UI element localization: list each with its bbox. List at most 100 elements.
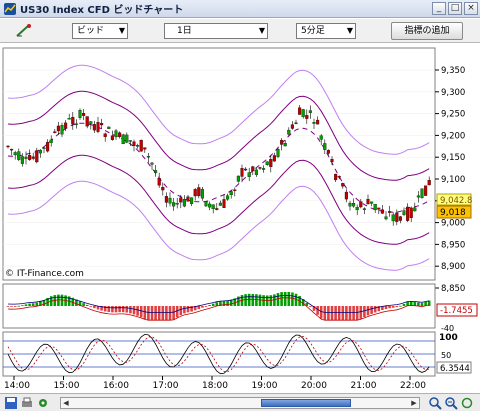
macd-bar [247, 293, 251, 306]
macd-bar [330, 306, 334, 320]
candle-body [136, 145, 140, 147]
price-tick-label: 9,350 [441, 66, 465, 76]
macd-bar [157, 306, 161, 320]
candle-body [236, 175, 240, 182]
candle-body [71, 116, 75, 125]
time-tick-label: 21:00 [351, 381, 377, 391]
chart-area[interactable]: 9,3509,3009,2509,2009,1509,1009,0509,000… [0, 44, 480, 392]
candle-body [53, 131, 57, 134]
minimize-button[interactable]: _ [432, 2, 446, 15]
candle-body [312, 122, 316, 124]
candle-body [380, 209, 384, 214]
zoom-in-icon[interactable] [428, 396, 442, 410]
candle-body [74, 123, 78, 125]
macd-bar [71, 297, 75, 306]
time-axis: 14:00 15:00 16:00 17:00 18:00 19:00 20:00 21:00… [4, 376, 426, 391]
macd-bar [60, 294, 64, 306]
scrollbar-thumb[interactable] [261, 399, 351, 407]
macd-bar [150, 306, 154, 320]
time-tick-label: 17:00 [153, 381, 179, 391]
settings-icon[interactable] [36, 396, 50, 410]
middle-band [7, 122, 430, 213]
price-tag-current [436, 205, 472, 219]
candle-body [298, 107, 302, 115]
scroll-right-icon[interactable]: ▶ [411, 399, 417, 407]
zoom-out-icon[interactable] [444, 396, 458, 410]
macd-bar [35, 302, 39, 306]
time-tick-label: 18:00 [202, 381, 228, 391]
macd-bar [395, 306, 399, 308]
macd-bar [427, 300, 431, 306]
candle-body [20, 156, 24, 164]
macd-bar [352, 306, 355, 320]
macd-bar [363, 306, 366, 318]
save-icon[interactable] [4, 396, 18, 410]
candle-body [6, 145, 10, 148]
stochastic-d-line [7, 336, 430, 373]
macd-bar [132, 306, 136, 315]
macd-bar [417, 302, 420, 306]
candle-body [17, 151, 21, 160]
price-type-select[interactable]: ビッド ▼ [72, 23, 128, 39]
stochastic-axis-top: 100 [439, 333, 458, 343]
candle-body [247, 172, 251, 177]
close-button[interactable]: × [464, 2, 478, 15]
drawing-tool-icon[interactable] [14, 23, 34, 39]
candle-body [204, 201, 208, 207]
candle-body [222, 199, 226, 208]
price-tick-label: 9,300 [441, 88, 465, 98]
macd-bar [258, 294, 262, 306]
candle-body [319, 135, 323, 140]
candle-body [146, 156, 150, 158]
refresh-icon[interactable] [460, 396, 474, 410]
candle-body [348, 202, 352, 207]
time-tick-label: 14:00 [4, 381, 30, 391]
macd-bar [179, 306, 183, 316]
macd-bar [287, 292, 291, 306]
macd-bar [255, 294, 258, 306]
chart-scrollbar[interactable]: ◀ ▶ [60, 397, 420, 409]
candle-body [258, 167, 262, 169]
scroll-left-icon[interactable]: ◀ [63, 399, 69, 407]
print-icon[interactable] [20, 396, 34, 410]
macd-bar [136, 306, 139, 316]
candle-body [305, 115, 309, 119]
candle-body [186, 196, 190, 202]
macd-bar [229, 299, 233, 306]
macd-bar [139, 306, 143, 318]
restore-button[interactable]: □ [448, 2, 462, 15]
add-indicator-button[interactable]: 指標の追加 [391, 22, 463, 40]
candle-body [294, 122, 298, 124]
candle-body [190, 197, 194, 204]
price-axis: 9,3509,3009,2509,2009,1509,1009,0509,000… [435, 66, 465, 294]
candle-body [164, 196, 168, 203]
interval-select[interactable]: 5分足 ▼ [296, 23, 356, 39]
time-tick-label: 20:00 [301, 381, 327, 391]
price-panel[interactable] [2, 47, 436, 281]
candle-body [276, 149, 280, 157]
candle-body [67, 118, 71, 120]
macd-bar [276, 293, 280, 306]
candle-body [272, 155, 276, 162]
macd-line [7, 295, 430, 313]
chevron-down-icon: ▼ [118, 26, 125, 35]
candle-body [103, 133, 107, 137]
candle-body [395, 212, 399, 222]
candle-body [128, 140, 132, 142]
candle-body [251, 166, 255, 172]
macd-bar [334, 306, 337, 320]
macd-bar [107, 306, 111, 313]
macd-panel[interactable] [2, 283, 436, 329]
candle-body [82, 113, 86, 116]
candle-body [362, 208, 366, 210]
candle-body [398, 216, 402, 221]
candle-body [377, 207, 381, 210]
macd-bar [341, 306, 345, 320]
macd-bar [251, 293, 255, 306]
candle-body [283, 143, 287, 147]
macd-bar [219, 301, 222, 306]
macd-bar [125, 306, 129, 313]
macd-bar [42, 299, 46, 306]
period-select[interactable]: 1日 ▼ [164, 23, 268, 39]
macd-bar [305, 302, 309, 306]
